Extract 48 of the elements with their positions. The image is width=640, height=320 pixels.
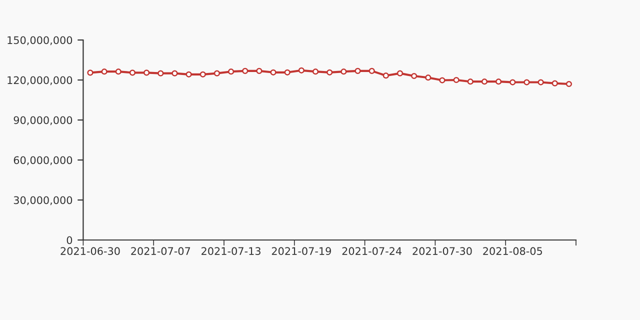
x-tick-label: 2021-08-05: [483, 247, 542, 256]
x-tick-label: 2021-07-24: [342, 247, 402, 256]
point: [228, 68, 234, 75]
point: [496, 78, 502, 85]
y-tick-label: 30,000,000: [14, 196, 72, 206]
point: [129, 70, 136, 76]
x-tick-label: 2021-07-30: [412, 247, 472, 256]
point: [115, 68, 122, 75]
point: [186, 71, 192, 78]
x-tick-label: 2021-06-30: [60, 247, 120, 256]
point: [256, 68, 262, 74]
y-tick-label: 60,000,000: [14, 156, 72, 166]
x-tick-label: 2021-07-19: [272, 247, 331, 256]
point: [340, 68, 347, 75]
point: [312, 68, 319, 75]
point: [101, 68, 108, 75]
point: [425, 74, 432, 81]
y-tick-label: 120,000,000: [8, 76, 72, 86]
point: [396, 70, 404, 76]
point: [214, 70, 220, 76]
point: [382, 72, 389, 79]
point: [566, 80, 572, 88]
point: [158, 70, 164, 76]
point: [453, 76, 460, 84]
point: [87, 70, 94, 76]
point: [172, 70, 178, 76]
point: [144, 70, 150, 76]
point: [242, 68, 248, 74]
point: [467, 78, 474, 85]
x-tick-label: 2021-07-07: [131, 247, 190, 256]
point: [284, 69, 290, 76]
point: [354, 68, 361, 74]
y-tick-label: 150,000,000: [8, 36, 72, 46]
point: [439, 77, 446, 84]
point: [368, 68, 375, 74]
y-tick-label: 90,000,000: [14, 116, 72, 126]
x-tick-label: 2021-07-13: [202, 247, 260, 256]
point: [524, 79, 530, 86]
point: [538, 79, 544, 86]
point: [270, 69, 276, 76]
point: [200, 71, 206, 78]
point: [510, 79, 516, 86]
point: [326, 69, 333, 76]
point: [552, 80, 558, 86]
point: [411, 72, 418, 80]
point: [481, 78, 488, 85]
y-tick-label: 0: [66, 236, 72, 244]
point: [298, 67, 304, 74]
